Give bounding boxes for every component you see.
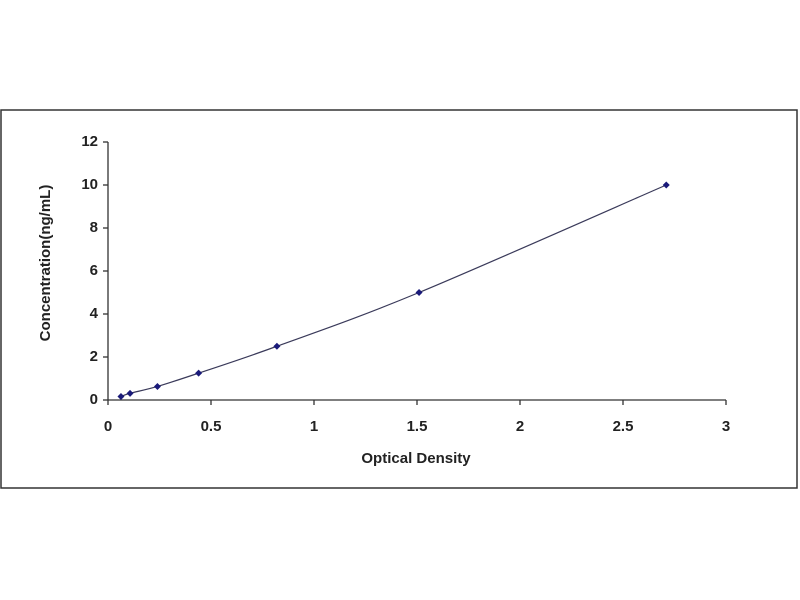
point [126, 389, 134, 397]
y-tick-label: 6 [90, 262, 98, 279]
y-axis-label: Concentration(ng/mL) [37, 185, 54, 342]
point [415, 289, 423, 296]
y-tick-label: 12 [81, 133, 98, 150]
y-tick-label: 10 [81, 176, 98, 193]
point [117, 393, 125, 401]
y-tick-label: 0 [90, 391, 98, 408]
frame [0, 109, 798, 489]
x-tick-label: 1 [310, 418, 318, 435]
fit-curve [120, 184, 667, 398]
point [153, 382, 161, 390]
x-tick-label: 0 [104, 418, 112, 435]
x-axis-label: Optical Density [361, 450, 471, 467]
y-tick-label: 2 [90, 348, 98, 365]
point [195, 369, 203, 377]
x-tick-label: 0.5 [201, 418, 222, 435]
y-tick-label: 8 [90, 219, 98, 236]
point [273, 342, 281, 350]
x-tick-label: 3 [722, 418, 730, 435]
y-tick-label: 4 [90, 305, 99, 322]
point [662, 181, 670, 189]
x-tick-label: 2 [516, 418, 524, 435]
x-tick-label: 2.5 [613, 418, 634, 435]
x-tick-label: 1.5 [407, 418, 428, 435]
